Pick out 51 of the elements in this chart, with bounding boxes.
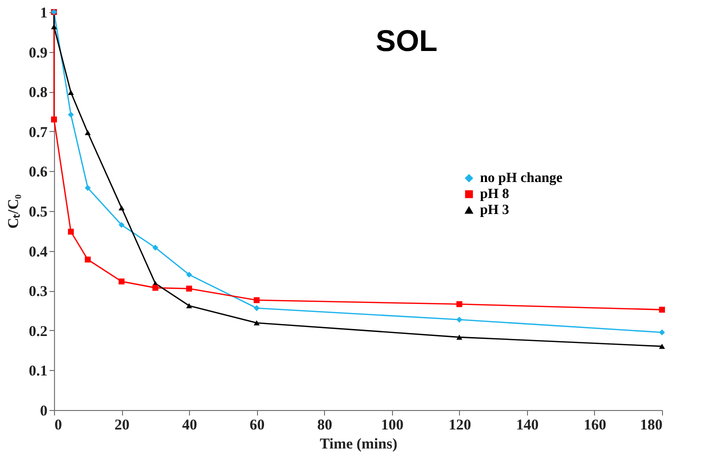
y-tick-label: 0.1 [28,364,48,380]
chart-title: SOL [376,25,438,58]
point [152,284,158,291]
legend-label: no pH change [480,171,562,186]
point [659,306,665,313]
legend-label: pH 3 [480,203,510,218]
y-tick-label: 0 [40,404,48,420]
point [456,334,462,340]
y-tick-label: 0.8 [28,85,48,102]
point [254,297,260,304]
y-tick-label: 1 [40,6,48,22]
x-tick-label: 100 [381,418,404,434]
point [68,112,74,118]
x-tick-label: 40 [182,418,198,434]
y-tick-label: 0.9 [28,45,48,62]
y-tick-label: 0.2 [28,324,48,340]
point [186,272,192,278]
x-tick-label: 120 [448,418,472,434]
point [68,90,74,95]
x-tick-label: 60 [250,418,265,434]
point [84,130,91,136]
y-axis-title: Cₜ/C₀ [6,194,22,229]
point [186,286,192,292]
point [51,116,57,122]
x-tick-label: 140 [516,418,539,434]
point [152,244,158,251]
point [118,278,125,284]
point [118,222,125,228]
point [254,320,260,326]
point [659,344,665,349]
x-tick-label: 0 [54,418,62,434]
point [68,228,74,235]
y-tick-label: 0.5 [28,204,48,220]
y-tick-label: 0.4 [28,244,48,260]
x-tick-label: 160 [584,418,606,434]
point [84,256,91,263]
x-tick-label: 20 [114,418,130,434]
point [84,184,91,191]
x-tick-label: 180 [640,418,662,434]
point [456,316,462,323]
legend-label: pH 8 [480,187,510,202]
point [186,303,192,308]
y-tick-label: 0.7 [28,124,48,141]
y-tick-label: 0.6 [28,164,48,181]
x-axis-title: Time (mins) [320,436,398,452]
point [456,301,462,308]
point [118,205,125,210]
y-tick-label: 0.3 [28,284,48,300]
point [659,329,665,336]
x-tick-label: 80 [317,418,332,434]
point [254,305,260,312]
